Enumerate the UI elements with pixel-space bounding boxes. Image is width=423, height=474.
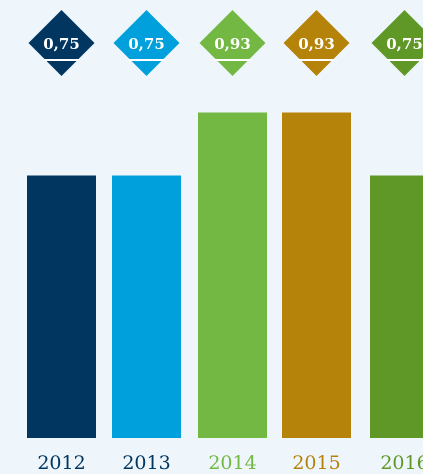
data-label-2014: 0,93 [214,35,251,53]
category-label-2015: 2015 [292,452,340,474]
category-label-2016: 2016 [380,452,423,474]
value-diamond-2013: 0,75 [113,10,180,76]
category-label-2012: 2012 [37,452,85,474]
value-diamond-2015: 0,93 [283,10,350,76]
category-label-2014: 2014 [208,452,256,474]
bar-2016 [370,175,423,438]
data-label-2013: 0,75 [128,35,165,53]
bar-2014 [198,112,267,438]
bar-2012 [27,175,96,438]
data-label-2015: 0,93 [298,35,335,53]
data-label-2016: 0,75 [386,35,423,53]
value-diamond-2016: 0,75 [371,10,423,76]
value-diamond-2014: 0,93 [199,10,266,76]
bar-2015 [282,112,351,438]
bar-2013 [112,175,181,438]
data-label-2012: 0,75 [43,35,80,53]
category-label-2013: 2013 [122,452,170,474]
value-diamond-2012: 0,75 [28,10,95,76]
